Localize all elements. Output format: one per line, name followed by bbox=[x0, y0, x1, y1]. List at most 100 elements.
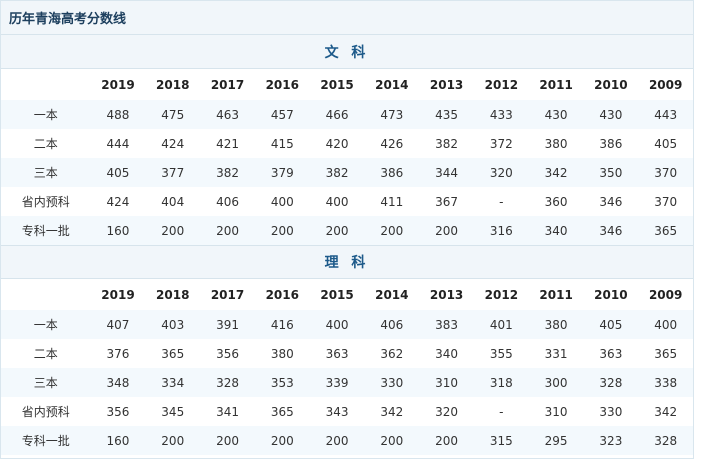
year-header-cell: 2012 bbox=[484, 287, 519, 302]
score-cell: 405 bbox=[106, 165, 130, 180]
table-row: 省内预科 424 404 406 400 400 411 367 - 360 346 370 bbox=[1, 187, 693, 216]
table-row: 一本 407 403 391 416 400 406 383 401 380 405 400 bbox=[1, 310, 693, 339]
score-cell: 400 bbox=[270, 194, 294, 209]
year-header-cell: 2010 bbox=[594, 287, 628, 302]
score-cell: 367 bbox=[435, 194, 459, 209]
score-cell: 342 bbox=[380, 404, 404, 419]
score-cell: 350 bbox=[599, 165, 623, 180]
panel-title: 历年青海高考分数线 bbox=[1, 1, 693, 35]
score-cell: 200 bbox=[325, 433, 349, 448]
score-cell: 382 bbox=[216, 165, 239, 180]
row-label: 省内预科 bbox=[21, 195, 70, 209]
score-cell: 473 bbox=[380, 107, 404, 122]
score-cell: 160 bbox=[106, 433, 130, 448]
score-cell: 382 bbox=[325, 165, 349, 180]
score-cell: 400 bbox=[325, 317, 349, 332]
year-header-cell: 2016 bbox=[265, 77, 299, 92]
year-header-cell: 2013 bbox=[429, 287, 464, 302]
score-cell: 365 bbox=[161, 346, 185, 361]
year-header-cell: 2017 bbox=[210, 77, 245, 92]
row-label: 三本 bbox=[33, 166, 58, 180]
score-cell: 363 bbox=[325, 346, 349, 361]
score-cell: 200 bbox=[380, 433, 404, 448]
row-label: 专科一批 bbox=[21, 224, 70, 238]
year-header-cell: 2019 bbox=[101, 77, 135, 92]
score-cell: 386 bbox=[380, 165, 404, 180]
score-cell: - bbox=[499, 194, 504, 209]
score-cell: 300 bbox=[544, 375, 568, 390]
score-cell: 345 bbox=[161, 404, 185, 419]
score-cell: 200 bbox=[270, 223, 294, 238]
score-cell: 370 bbox=[654, 194, 678, 209]
year-header-cell: 2015 bbox=[320, 287, 354, 302]
score-cell: 200 bbox=[161, 433, 185, 448]
score-cell: - bbox=[499, 404, 504, 419]
score-cell: 420 bbox=[325, 136, 349, 151]
score-cell: 310 bbox=[544, 404, 568, 419]
score-cell: 295 bbox=[544, 433, 568, 448]
score-cell: 424 bbox=[161, 136, 185, 151]
score-cell: 424 bbox=[106, 194, 130, 209]
score-cell: 340 bbox=[544, 223, 568, 238]
score-cell: 406 bbox=[380, 317, 404, 332]
score-cell: 353 bbox=[270, 375, 294, 390]
score-cell: 200 bbox=[216, 433, 239, 448]
score-cell: 466 bbox=[325, 107, 349, 122]
score-cell: 315 bbox=[489, 433, 513, 448]
score-cell: 365 bbox=[270, 404, 294, 419]
score-cell: 372 bbox=[489, 136, 513, 151]
score-cell: 379 bbox=[270, 165, 294, 180]
score-cell: 318 bbox=[489, 375, 513, 390]
score-cell: 405 bbox=[654, 136, 678, 151]
year-header-cell: 2018 bbox=[156, 287, 190, 302]
score-cell: 320 bbox=[435, 404, 459, 419]
table-row: 二本 444 424 421 415 420 426 382 372 380 386 405 bbox=[1, 129, 693, 158]
score-cell: 200 bbox=[161, 223, 185, 238]
score-cell: 328 bbox=[216, 375, 239, 390]
score-cell: 382 bbox=[435, 136, 459, 151]
score-cell: 443 bbox=[654, 107, 678, 122]
row-label: 二本 bbox=[33, 137, 58, 151]
score-cell: 200 bbox=[216, 223, 239, 238]
score-cell: 338 bbox=[654, 375, 678, 390]
score-cell: 362 bbox=[380, 346, 404, 361]
year-header-cell: 2014 bbox=[375, 287, 409, 302]
score-cell: 316 bbox=[489, 223, 513, 238]
score-cell: 334 bbox=[161, 375, 185, 390]
score-cell: 400 bbox=[654, 317, 678, 332]
score-cell: 421 bbox=[216, 136, 239, 151]
year-header-cell: 2009 bbox=[648, 77, 683, 92]
score-cell: 339 bbox=[325, 375, 349, 390]
score-cell: 341 bbox=[216, 404, 239, 419]
table-row: 三本 405 377 382 379 382 386 344 320 342 350 370 bbox=[1, 158, 693, 187]
score-cell: 365 bbox=[654, 223, 678, 238]
score-cell: 360 bbox=[544, 194, 568, 209]
score-cell: 433 bbox=[489, 107, 513, 122]
year-header-cell: 2011 bbox=[539, 77, 573, 92]
score-cell: 370 bbox=[654, 165, 678, 180]
table-row: 专科一批 160 200 200 200 200 200 200 316 340 346 365 bbox=[1, 216, 693, 245]
score-cell: 407 bbox=[106, 317, 130, 332]
year-header-cell: 2010 bbox=[594, 77, 628, 92]
score-cell: 383 bbox=[435, 317, 459, 332]
score-cell: 416 bbox=[270, 317, 294, 332]
score-cell: 200 bbox=[435, 433, 459, 448]
row-label: 三本 bbox=[33, 376, 58, 390]
score-cell: 200 bbox=[270, 433, 294, 448]
score-cell: 403 bbox=[161, 317, 185, 332]
year-header-cell: 2019 bbox=[101, 287, 135, 302]
score-cell: 356 bbox=[106, 404, 130, 419]
table-row: 三本 348 334 328 353 339 330 310 318 300 328 338 bbox=[1, 368, 693, 397]
score-cell: 340 bbox=[435, 346, 459, 361]
score-cell: 401 bbox=[489, 317, 513, 332]
score-cell: 457 bbox=[270, 107, 294, 122]
score-cell: 346 bbox=[599, 223, 623, 238]
score-cell: 200 bbox=[325, 223, 349, 238]
year-header-cell: 2011 bbox=[539, 287, 573, 302]
score-cell: 415 bbox=[270, 136, 294, 151]
score-cell: 328 bbox=[599, 375, 623, 390]
year-header-cell: 2009 bbox=[648, 287, 683, 302]
score-cell: 377 bbox=[161, 165, 185, 180]
score-cell: 376 bbox=[106, 346, 130, 361]
